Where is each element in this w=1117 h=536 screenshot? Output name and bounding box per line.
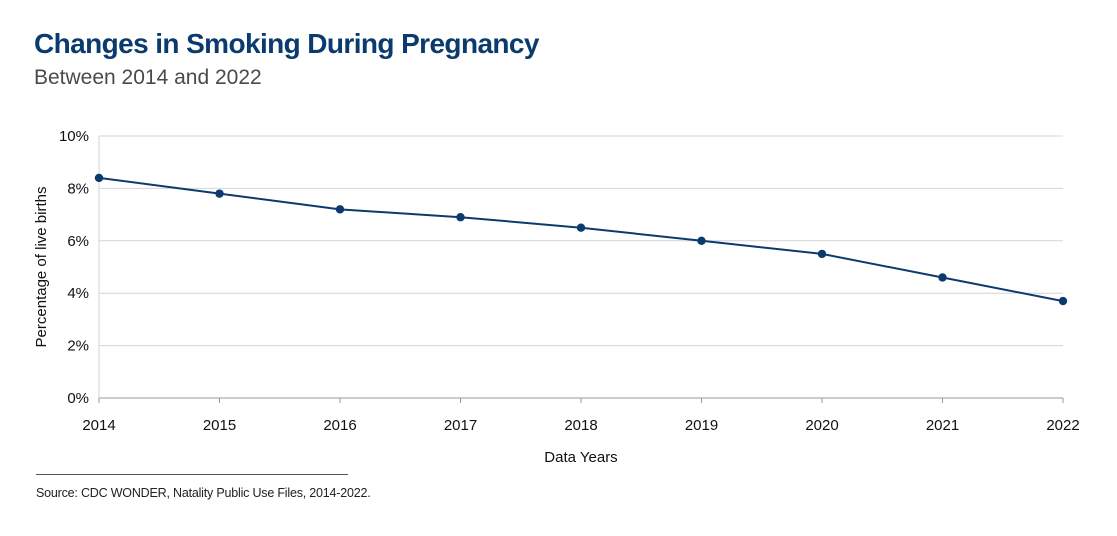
x-tick-label: 2022 <box>1046 417 1079 434</box>
y-axis-ticks: 0% 2% 4% 6% 8% 10% <box>59 128 89 407</box>
x-tick-label: 2018 <box>564 417 597 434</box>
x-axis-ticks: 2014 2015 2016 2017 2018 2019 2020 2021 2022 <box>82 398 1080 434</box>
y-tick-label: 0% <box>67 390 89 407</box>
x-axis-title: Data Years <box>544 449 617 466</box>
source-note: Source: CDC WONDER, Natality Public Use … <box>36 486 371 500</box>
x-tick-label: 2019 <box>685 417 718 434</box>
data-point <box>215 189 224 198</box>
gridlines <box>98 135 1063 399</box>
x-tick-label: 2021 <box>926 417 959 434</box>
source-divider <box>36 474 348 475</box>
chart-title: Changes in Smoking During Pregnancy <box>34 28 539 59</box>
data-point <box>94 173 104 183</box>
y-axis-title: Percentage of live births <box>33 187 50 348</box>
x-tick-label: 2015 <box>203 417 236 434</box>
data-point <box>456 213 465 222</box>
series-line <box>98 176 1064 303</box>
data-point <box>817 249 827 259</box>
y-tick-label: 4% <box>67 285 89 302</box>
data-point <box>1058 296 1068 306</box>
y-tick-label: 6% <box>67 233 89 250</box>
x-tick-label: 2020 <box>805 417 838 434</box>
data-point <box>335 205 345 214</box>
y-tick-label: 10% <box>59 128 89 145</box>
x-tick-label: 2016 <box>323 417 356 434</box>
y-tick-label: 8% <box>67 180 89 197</box>
x-tick-label: 2017 <box>444 417 477 434</box>
data-point <box>938 273 947 282</box>
chart-subtitle: Between 2014 and 2022 <box>34 66 262 89</box>
x-tick-label: 2014 <box>82 417 115 434</box>
data-point <box>697 236 706 245</box>
y-tick-label: 2% <box>67 338 89 355</box>
series-group <box>94 173 1068 306</box>
data-point <box>576 223 586 232</box>
